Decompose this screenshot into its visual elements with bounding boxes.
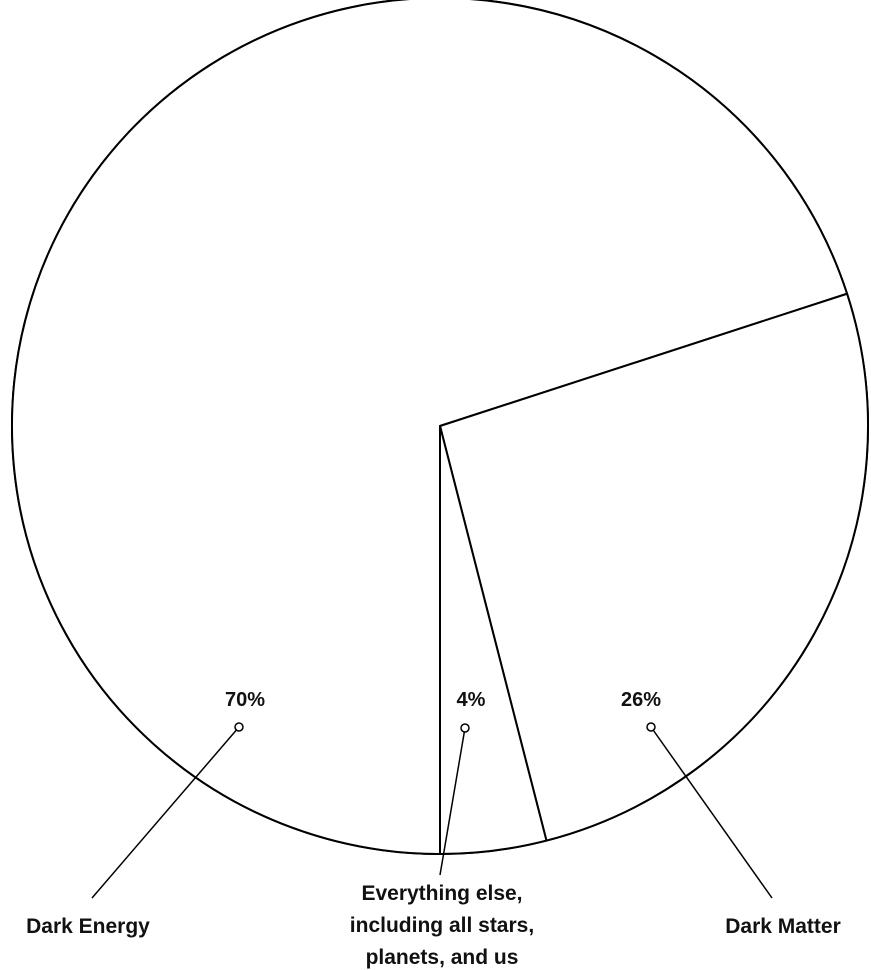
value-label-dark-energy: 70% (225, 689, 265, 711)
leader-lines (91, 722, 773, 899)
leader-line-dark-energy (91, 726, 240, 899)
marker-dot-dark-energy (234, 722, 244, 732)
value-label-dark-matter: 26% (621, 689, 661, 711)
value-label-everything-else: 4% (457, 689, 486, 711)
category-label-dark-energy: Dark Energy (26, 915, 150, 938)
pie-slice-everything-else (439, 425, 548, 855)
pie-slices (11, 0, 869, 855)
category-label-dark-matter: Dark Matter (725, 915, 841, 938)
marker-dot-dark-matter (646, 722, 656, 732)
pie-slice-dark-matter (439, 292, 869, 842)
leader-line-dark-matter (650, 726, 773, 899)
category-label-line: including all stars, (350, 914, 534, 937)
category-label-line: Everything else, (361, 882, 522, 905)
leader-line-everything-else (439, 727, 466, 876)
category-label-line: planets, and us (366, 946, 519, 969)
marker-dot-everything-else (460, 723, 470, 733)
pie-slice-dark-energy (11, 0, 849, 855)
category-label-everything-else: Everything else, including all stars, plan… (350, 882, 534, 969)
